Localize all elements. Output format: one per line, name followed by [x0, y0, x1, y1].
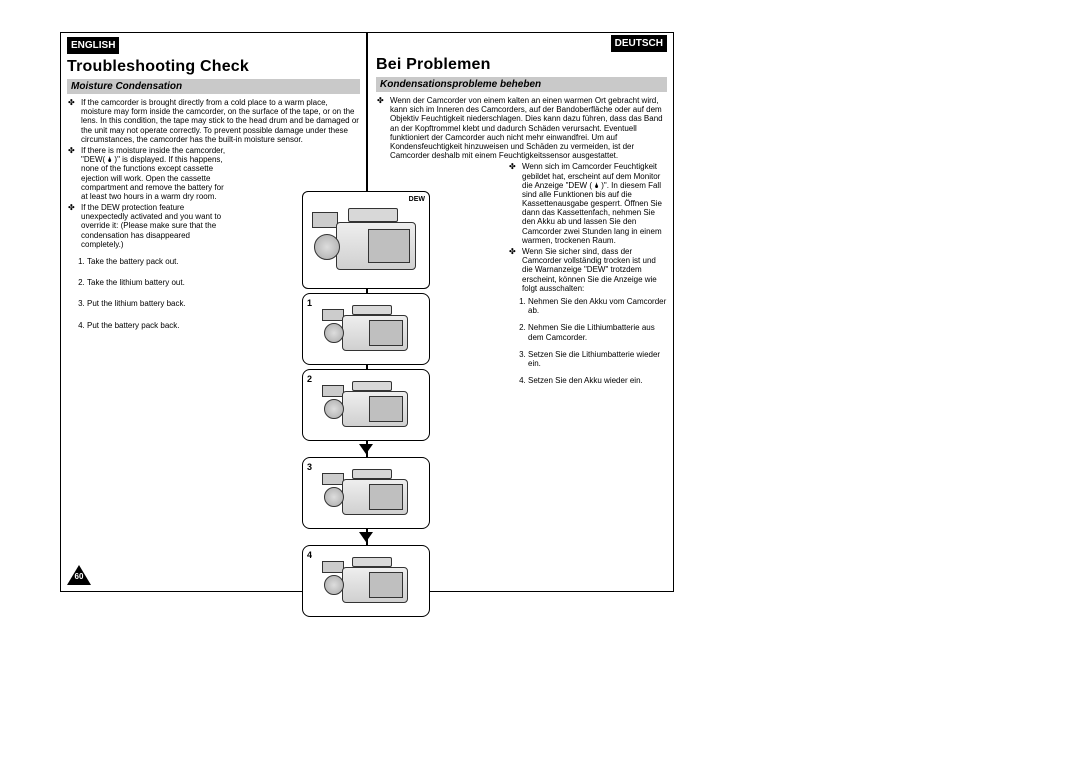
list-item: Setzen Sie den Akku wieder ein. [528, 376, 667, 385]
list-item: Wenn sich im Camcorder Feuchtigkeit gebi… [522, 162, 667, 245]
step-number: 1 [307, 298, 312, 308]
list-item: Put the battery pack back. [87, 321, 228, 330]
left-subtitle: Moisture Condensation [67, 79, 360, 94]
lang-badge-deutsch: DEUTSCH [611, 35, 667, 52]
right-subtitle: Kondensationsprobleme beheben [376, 77, 667, 92]
left-bullet-list-2: If there is moisture inside the camcorde… [67, 146, 228, 249]
illustration-step-1: 1 [302, 293, 430, 365]
right-bullet-list: Wenn der Camcorder von einem kalten an e… [376, 96, 667, 160]
left-title: Troubleshooting Check [67, 58, 360, 76]
arrow-down-icon [359, 444, 373, 454]
right-title: Bei Problemen [376, 56, 667, 74]
camcorder-icon [316, 555, 416, 607]
page-number: 60 [67, 572, 91, 581]
right-steps: Nehmen Sie den Akku vom Camcorder ab. Ne… [508, 297, 667, 385]
camcorder-icon [316, 467, 416, 519]
list-item: Take the battery pack out. [87, 257, 228, 266]
left-bullet-list: If the camcorder is brought directly fro… [67, 98, 360, 144]
illustration-step-2: 2 [302, 369, 430, 441]
list-item: Wenn Sie sicher sind, dass der Camcorder… [522, 247, 667, 293]
step-number: 2 [307, 374, 312, 384]
step-number: 4 [307, 550, 312, 560]
camcorder-icon [308, 200, 424, 280]
manual-page: ENGLISH Troubleshooting Check Moisture C… [60, 32, 674, 592]
list-item: If the camcorder is brought directly fro… [81, 98, 360, 144]
camcorder-icon [316, 379, 416, 431]
list-item: If there is moisture inside the camcorde… [81, 146, 228, 201]
lang-badge-english: ENGLISH [67, 37, 119, 54]
list-item: Setzen Sie die Lithiumbatterie wieder ei… [528, 350, 667, 368]
list-item: Put the lithium battery back. [87, 299, 228, 308]
illustration-stack: DEW 1 2 3 4 [302, 191, 430, 617]
arrow-down-icon [359, 532, 373, 542]
page-number-marker: 60 [67, 565, 91, 585]
list-item: If the DEW protection feature unexpected… [81, 203, 228, 249]
right-bullet-list-2: Wenn sich im Camcorder Feuchtigkeit gebi… [508, 162, 667, 293]
list-item: Nehmen Sie den Akku vom Camcorder ab. [528, 297, 667, 315]
step-number: 3 [307, 462, 312, 472]
list-item: Wenn der Camcorder von einem kalten an e… [390, 96, 667, 160]
list-item: Take the lithium battery out. [87, 278, 228, 287]
left-steps: Take the battery pack out. Take the lith… [67, 257, 228, 330]
illustration-step-3: 3 [302, 457, 430, 529]
list-item: Nehmen Sie die Lithiumbatterie aus dem C… [528, 323, 667, 341]
illustration-dew: DEW [302, 191, 430, 289]
camcorder-icon [316, 303, 416, 355]
illustration-step-4: 4 [302, 545, 430, 617]
